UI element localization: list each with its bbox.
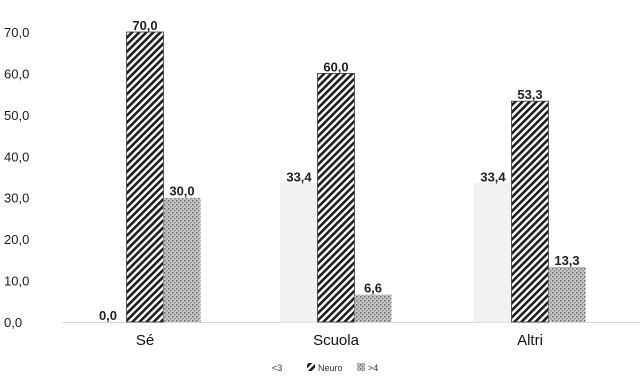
bar-gt4 [354, 294, 392, 322]
legend-label: <3 [272, 363, 282, 373]
data-label: 70,0 [132, 18, 157, 33]
category-label: Scuola [313, 332, 360, 349]
bars [126, 31, 586, 323]
y-tick-label: 20,0 [4, 232, 29, 247]
bar-neutro [126, 31, 164, 323]
data-label: 0,0 [99, 308, 117, 323]
y-axis: 0,0 10,0 20,0 30,0 40,0 50,0 60,0 70,0 [4, 25, 640, 330]
bar-gt4 [548, 266, 586, 322]
data-label: 33,4 [480, 170, 506, 185]
y-tick-label: 40,0 [4, 149, 29, 164]
data-label: 6,6 [364, 281, 382, 296]
bar-lt3 [474, 183, 512, 323]
data-label: 33,4 [286, 170, 312, 185]
bar-neutro [317, 73, 355, 323]
y-tick-label: 70,0 [4, 25, 29, 40]
bar-lt3 [280, 183, 318, 323]
data-label: 13,3 [554, 253, 579, 268]
legend-swatch [357, 363, 365, 371]
data-label: 30,0 [169, 184, 194, 199]
legend: <3 Neuro >4 [272, 363, 378, 373]
category-label: Sé [136, 332, 154, 349]
y-tick-label: 10,0 [4, 274, 29, 289]
data-label: 60,0 [323, 59, 348, 74]
y-tick-label: 60,0 [4, 66, 29, 81]
y-tick-label: 0,0 [4, 315, 22, 330]
legend-label: >4 [368, 363, 378, 373]
category-label: Altri [517, 332, 543, 349]
bar-gt4 [163, 197, 201, 322]
y-tick-label: 30,0 [4, 191, 29, 206]
x-axis-categories: Sé Scuola Altri [136, 332, 543, 349]
data-labels: 0,0 70,0 30,0 33,4 60,0 6,6 33,4 53,3 13,3 [99, 18, 580, 323]
legend-label: Neuro [318, 363, 343, 373]
legend-swatch [307, 363, 315, 371]
y-tick-label: 50,0 [4, 108, 29, 123]
data-label: 53,3 [517, 87, 542, 102]
bar-neutro [511, 100, 549, 323]
